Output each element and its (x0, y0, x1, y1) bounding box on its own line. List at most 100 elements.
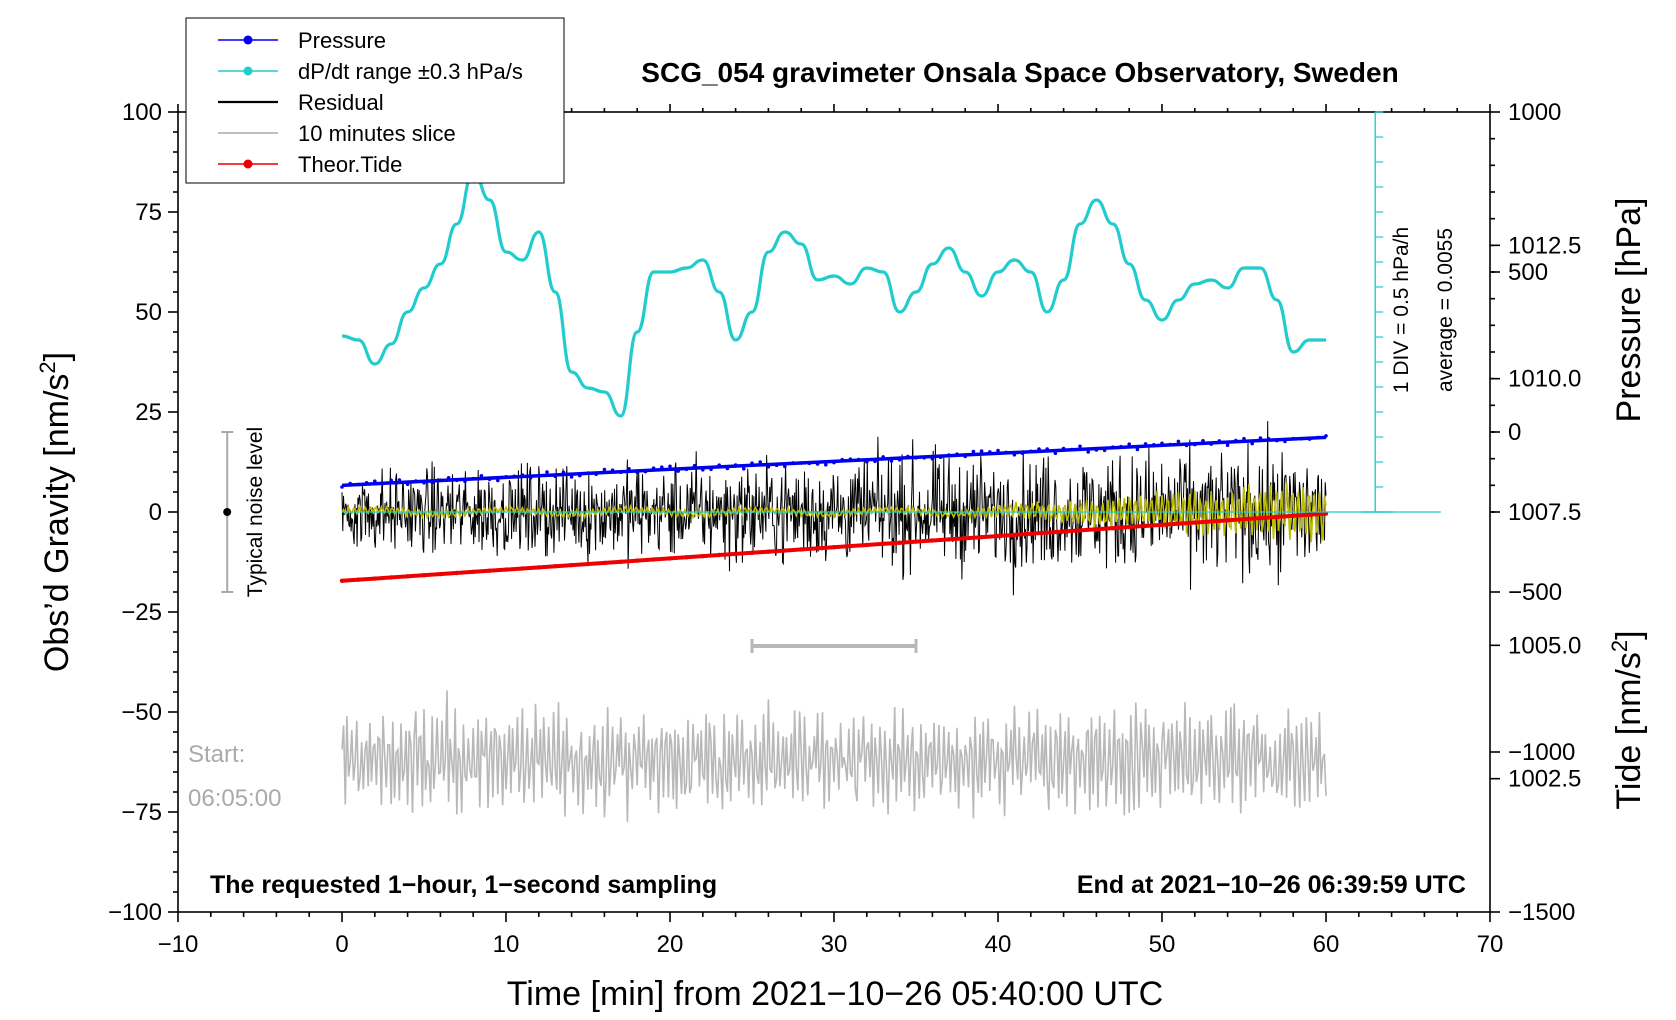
pressure-point (1111, 445, 1115, 450)
residual-smoothed-series (341, 482, 1327, 543)
pressure-point (545, 470, 549, 474)
pressure-point (422, 481, 426, 485)
tide-point (356, 577, 361, 582)
x-tick-label: 70 (1477, 931, 1504, 958)
tide-point (815, 546, 820, 551)
tide-tick-label: 500 (1508, 259, 1548, 286)
dpdt-line (341, 170, 1326, 418)
pressure-point (1242, 436, 1246, 441)
tide-point (1192, 520, 1198, 525)
pressure-point (1119, 444, 1123, 449)
residual-line (341, 420, 1327, 596)
residual-series (341, 420, 1327, 596)
pressure-point (643, 469, 648, 474)
dpdt-series (341, 170, 1326, 418)
pressure-point (865, 460, 869, 464)
pressure-point (586, 471, 590, 475)
pressure-point (660, 465, 664, 470)
y-axis-tide: −1500 −1000 −500 0 500 1000 (1490, 99, 1575, 926)
pressure-point (848, 457, 853, 462)
y-axis-label-end: ] (38, 352, 76, 361)
dpdt-average-label: average = 0.0055 (1434, 228, 1457, 392)
tide-point (864, 542, 869, 548)
x-tick-label: −10 (158, 931, 199, 958)
tide-axis-label-end: ] (1610, 630, 1648, 639)
pressure-point (619, 470, 623, 475)
pressure-point (537, 474, 541, 478)
pressure-point (774, 463, 779, 468)
tide-point (1241, 517, 1247, 522)
pressure-point (594, 472, 598, 477)
y-tick-label: 0 (149, 499, 162, 526)
tide-point (717, 552, 722, 558)
pressure-point (504, 475, 508, 479)
pressure-point (373, 479, 377, 484)
tide-point (979, 534, 984, 540)
legend-marker (243, 159, 253, 169)
tide-point (1176, 521, 1181, 526)
pressure-point (1316, 435, 1320, 440)
pressure-point (979, 449, 984, 453)
slice-range-bar (750, 639, 918, 653)
tide-point (1077, 528, 1083, 533)
pressure-point (1234, 438, 1238, 443)
tide-point (339, 578, 345, 583)
pressure-point (914, 456, 918, 460)
pressure-point (1143, 442, 1148, 446)
pressure-point (799, 461, 803, 465)
tide-tick-label: −1000 (1508, 739, 1575, 766)
x-tick-label: 60 (1313, 931, 1340, 958)
legend-label: Theor.Tide (298, 152, 402, 177)
pressure-point (430, 480, 435, 485)
x-tick-label: 30 (821, 931, 848, 958)
tide-point (667, 556, 673, 561)
pressure-tick-label: 1005.0 (1508, 632, 1581, 659)
pressure-point (1291, 436, 1295, 441)
noise-level-bar (221, 431, 234, 593)
tide-point (1209, 519, 1214, 524)
y-tick-label: −100 (108, 899, 162, 926)
pressure-point (1160, 441, 1164, 446)
y-axis-label: Obs’d Gravity [nm/s2] (35, 352, 76, 672)
pressure-point (1176, 439, 1181, 444)
pressure-point (1037, 447, 1041, 451)
y-tick-label: −25 (121, 599, 162, 626)
pressure-point (947, 453, 951, 457)
pressure-point (1209, 442, 1213, 446)
pressure-point (651, 466, 656, 471)
legend-label: 10 minutes slice (298, 121, 456, 146)
tide-axis-label: Tide [nm/s2] (1607, 630, 1648, 809)
tide-point (1110, 526, 1116, 531)
pressure-point (676, 469, 680, 473)
pressure-point (463, 479, 467, 484)
pressure-point (1086, 450, 1090, 454)
tide-point (471, 569, 476, 574)
start-label: Start: (188, 741, 245, 768)
tide-point (585, 561, 591, 567)
chart-title: SCG_054 gravimeter Onsala Space Observat… (641, 57, 1398, 88)
noise-level-label: Typical noise level (244, 427, 267, 597)
dpdt-div-label: 1 DIV = 0.5 hPa/h (1390, 227, 1413, 393)
pressure-point (1029, 449, 1033, 454)
legend-label: Pressure (298, 28, 386, 53)
sampling-note: The requested 1−hour, 1−second sampling (210, 871, 717, 899)
pressure-point (561, 470, 566, 475)
pressure-point (1102, 448, 1107, 453)
pressure-point (1061, 446, 1066, 451)
tide-point (1225, 518, 1230, 523)
tide-point (503, 567, 509, 572)
pressure-point (955, 452, 959, 457)
tide-point (881, 541, 886, 546)
y-tick-label: −50 (121, 699, 162, 726)
pressure-point (1193, 442, 1197, 447)
start-time: 06:05:00 (188, 785, 281, 812)
tide-point (1143, 523, 1148, 529)
y-tick-label: 100 (122, 99, 162, 126)
pressure-point (455, 478, 459, 483)
tide-point (749, 550, 755, 555)
pressure-point (832, 460, 836, 465)
pressure-point (1070, 447, 1074, 452)
pressure-point (627, 467, 631, 471)
pressure-point (963, 454, 967, 459)
